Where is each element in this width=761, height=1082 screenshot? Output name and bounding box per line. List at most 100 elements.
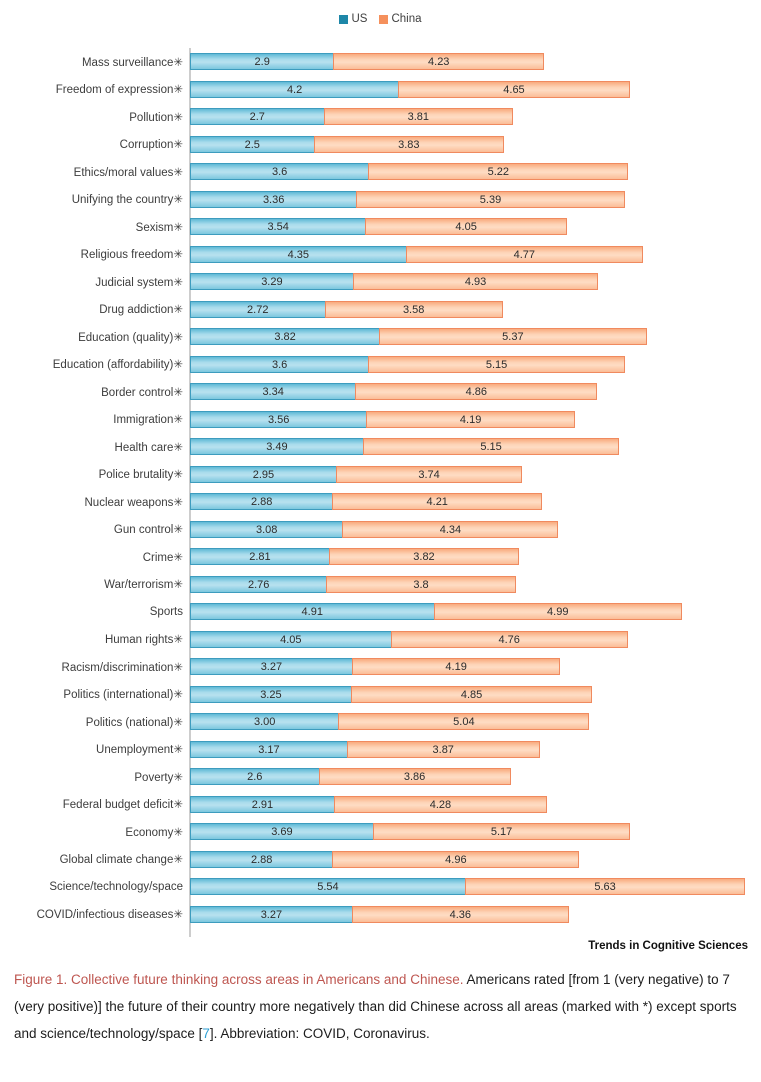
bar-group: 3.34 4.86 <box>190 383 761 401</box>
bar-group: 3.25 4.85 <box>190 685 761 703</box>
us-bar-segment: 2.91 <box>190 795 335 813</box>
china-value-label: 5.37 <box>502 331 524 344</box>
us-bar-segment: 4.35 <box>190 245 407 263</box>
us-bar-segment: 3.08 <box>190 520 344 538</box>
us-bar-segment: 2.9 <box>190 53 335 71</box>
y-axis-line <box>189 48 191 937</box>
category-label: Politics (international)✳ <box>63 689 183 702</box>
bar-group: 2.72 3.58 <box>190 300 761 318</box>
category-label: Sexism✳ <box>135 221 183 234</box>
us-value-label: 4.35 <box>287 248 309 261</box>
chart-row: Science/technology/space 5.54 5.63 <box>0 873 761 901</box>
chart-row: Crime✳ 2.81 3.82 <box>0 543 761 571</box>
category-label: War/terrorism✳ <box>104 579 183 592</box>
china-bar-segment: 4.76 <box>390 630 628 648</box>
china-value-label: 4.93 <box>464 276 487 289</box>
chart-row: Racism/discrimination✳ 3.27 4.19 <box>0 653 761 681</box>
bar-group: 3.54 4.05 <box>190 218 761 236</box>
bar-group: 3.27 4.36 <box>190 905 761 923</box>
us-value-label: 3.08 <box>255 523 278 536</box>
us-bar-segment: 3.69 <box>190 823 374 841</box>
china-bar-segment: 5.37 <box>379 328 647 346</box>
china-value-label: 4.28 <box>429 798 452 811</box>
chart-row: Pollution✳ 2.7 3.81 <box>0 103 761 131</box>
china-value-label: 3.83 <box>398 138 420 151</box>
category-label: Mass surveillance✳ <box>81 56 183 69</box>
category-label: Global climate change✳ <box>59 854 183 867</box>
us-bar-segment: 2.6 <box>190 768 320 786</box>
us-bar-segment: 2.5 <box>190 135 315 153</box>
chart-row: Global climate change✳ 2.88 4.96 <box>0 846 761 874</box>
china-bar-segment: 3.82 <box>328 548 520 566</box>
us-bar-segment: 3.27 <box>190 905 353 923</box>
bar-group: 3.17 3.87 <box>190 740 761 758</box>
chart-row: War/terrorism✳ 2.76 3.8 <box>0 571 761 599</box>
chart-row: Religious freedom✳ 4.35 4.77 <box>0 241 761 269</box>
bar-group: 2.88 4.96 <box>190 850 761 868</box>
chart-row: Ethics/moral values✳ 3.6 5.22 <box>0 158 761 186</box>
us-value-label: 3.27 <box>260 661 283 674</box>
china-bar-segment: 4.99 <box>433 603 682 621</box>
citation-ref[interactable]: 7 <box>202 1026 210 1041</box>
china-value-label: 4.34 <box>439 523 462 536</box>
stacked-bar-chart: Mass surveillance✳ 2.9 4.23 Freedom of expr… <box>0 48 761 928</box>
china-value-label: 4.19 <box>445 661 467 674</box>
chart-row: Unemployment✳ 3.17 3.87 <box>0 736 761 764</box>
china-bar-segment: 3.87 <box>346 740 540 758</box>
category-label: Ethics/moral values✳ <box>73 166 183 179</box>
us-value-label: 2.76 <box>247 578 270 591</box>
category-label: Politics (national)✳ <box>85 716 183 729</box>
category-label: Nuclear weapons✳ <box>84 496 184 509</box>
china-bar-segment: 4.28 <box>333 795 547 813</box>
us-value-label: 5.54 <box>317 881 339 894</box>
us-bar-segment: 3.25 <box>190 685 352 703</box>
bar-group: 3.36 5.39 <box>190 190 761 208</box>
us-value-label: 2.6 <box>247 771 263 784</box>
us-bar-segment: 3.56 <box>190 410 368 428</box>
category-label: Unifying the country✳ <box>71 194 183 207</box>
category-label: Immigration✳ <box>113 414 183 427</box>
us-legend-swatch-icon <box>339 14 349 24</box>
us-legend-label: US <box>351 13 368 25</box>
china-value-label: 4.19 <box>459 413 482 426</box>
us-value-label: 3.27 <box>260 908 283 921</box>
category-label: Science/technology/space <box>49 880 183 893</box>
china-bar-segment: 3.74 <box>335 465 523 483</box>
bar-group: 2.5 3.83 <box>190 135 761 153</box>
category-label: Border control✳ <box>101 386 183 399</box>
category-label: Health care✳ <box>114 441 183 454</box>
us-value-label: 3.17 <box>258 743 280 756</box>
category-label: Education (affordability)✳ <box>52 359 183 372</box>
bar-group: 4.05 4.76 <box>190 630 761 648</box>
bar-group: 2.6 3.86 <box>190 768 761 786</box>
us-value-label: 3.82 <box>274 331 296 344</box>
china-value-label: 4.65 <box>503 83 525 96</box>
china-bar-segment: 4.96 <box>332 850 580 868</box>
chart-legend: US China <box>0 13 761 25</box>
china-value-label: 3.8 <box>413 578 429 591</box>
bar-group: 3.6 5.22 <box>190 163 761 181</box>
china-bar-segment: 4.86 <box>355 383 598 401</box>
bar-group: 2.76 3.8 <box>190 575 761 593</box>
us-value-label: 3.49 <box>266 441 288 454</box>
us-bar-segment: 2.88 <box>190 493 334 511</box>
china-value-label: 5.22 <box>487 166 509 179</box>
us-bar-segment: 3.17 <box>190 740 348 758</box>
caption-title: Figure 1. Collective future thinking acr… <box>14 972 464 987</box>
us-value-label: 3.56 <box>267 413 290 426</box>
bar-group: 2.9 4.23 <box>190 53 761 71</box>
china-value-label: 3.87 <box>432 743 454 756</box>
bar-group: 3.27 4.19 <box>190 658 761 676</box>
china-value-label: 4.96 <box>445 853 467 866</box>
china-value-label: 4.85 <box>460 688 483 701</box>
us-value-label: 2.91 <box>251 798 274 811</box>
bar-group: 3.29 4.93 <box>190 273 761 291</box>
china-value-label: 5.04 <box>453 716 475 729</box>
us-bar-segment: 3.6 <box>190 355 370 373</box>
us-value-label: 4.91 <box>301 606 323 619</box>
bar-group: 2.7 3.81 <box>190 108 761 126</box>
bar-group: 3.49 5.15 <box>190 438 761 456</box>
category-label: Human rights✳ <box>104 634 183 647</box>
china-value-label: 5.15 <box>480 441 502 454</box>
china-value-label: 3.58 <box>402 303 425 316</box>
